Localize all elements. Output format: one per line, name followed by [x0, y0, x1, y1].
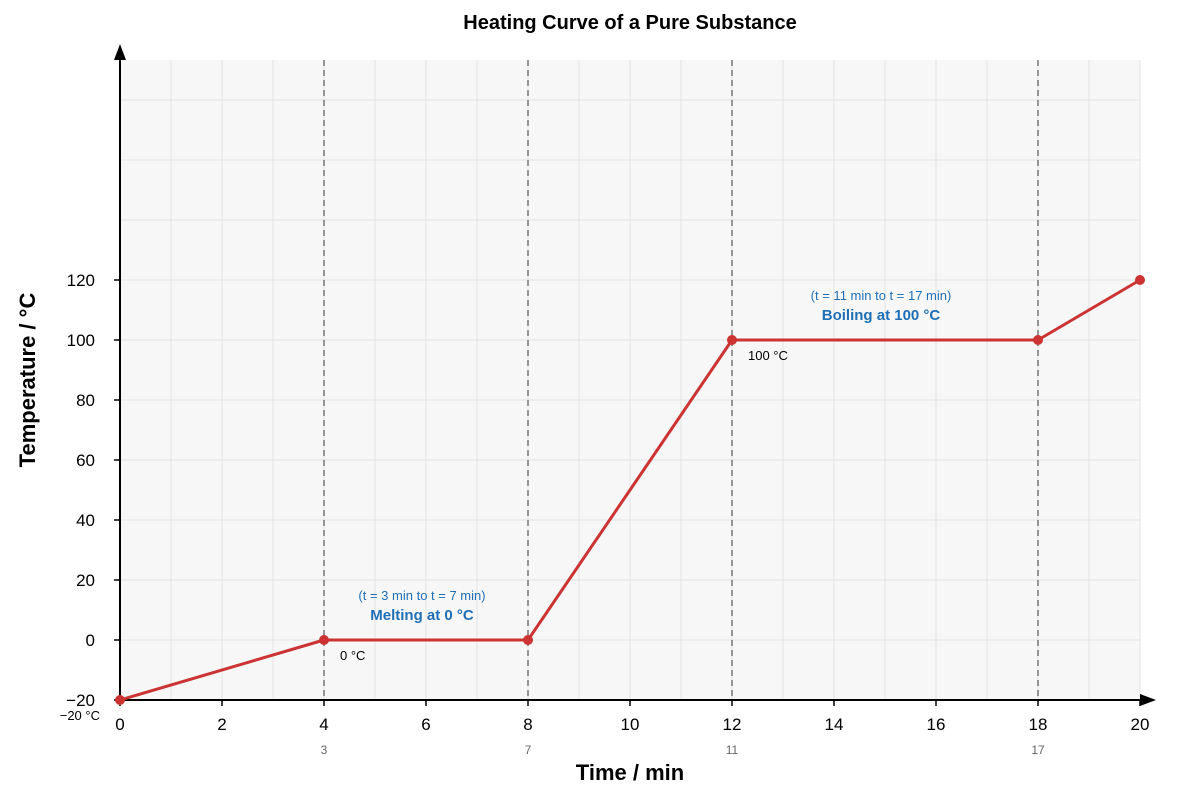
chart-title: Heating Curve of a Pure Substance [463, 12, 796, 34]
x-tick-label: 6 [421, 715, 430, 734]
grid-lines [119, 60, 1141, 701]
x-tick-label: 10 [621, 715, 640, 734]
y-axis-title: Temperature / °C [15, 293, 40, 468]
x-tick-label: 0 [115, 715, 124, 734]
y-axis-arrow [114, 44, 126, 60]
data-point [1033, 335, 1043, 345]
x-tick-label: 4 [319, 715, 328, 734]
x-axis-arrow [1140, 694, 1156, 706]
x-tick-label: 12 [723, 715, 742, 734]
annotation-subtext: (t = 3 min to t = 7 min) [358, 588, 485, 603]
y-tick-label: 0 [86, 631, 95, 650]
data-point [727, 335, 737, 345]
y-tick-label: 20 [76, 571, 95, 590]
x-tick-label: 16 [927, 715, 946, 734]
x-marker-sublabel: 17 [1031, 743, 1045, 757]
point-label: 100 °C [748, 348, 788, 363]
annotation-main-text: Melting at 0 °C [370, 607, 474, 624]
data-point [115, 695, 125, 705]
y-tick-label: 100 [67, 331, 95, 350]
annotation-main-text: Boiling at 100 °C [822, 307, 941, 324]
y-tick-label: 120 [67, 271, 95, 290]
x-tick-label: 8 [523, 715, 532, 734]
point-label: 0 °C [340, 648, 365, 663]
x-marker-sublabel: 7 [525, 743, 532, 757]
x-tick-label: 14 [825, 715, 844, 734]
x-tick-label: 18 [1029, 715, 1048, 734]
x-axis-title: Time / min [576, 760, 684, 785]
x-tick-label: 2 [217, 715, 226, 734]
y-tick-label: 40 [76, 511, 95, 530]
x-tick-label: 20 [1131, 715, 1150, 734]
data-point [1135, 275, 1145, 285]
y-tick-label: 60 [76, 451, 95, 470]
y-tick-label: 80 [76, 391, 95, 410]
data-point [319, 635, 329, 645]
data-point [523, 635, 533, 645]
annotation-subtext: (t = 11 min to t = 17 min) [811, 288, 952, 303]
series-line [119, 278, 1141, 702]
x-marker-sublabel: 11 [726, 743, 739, 757]
point-label: −20 °C [60, 708, 100, 723]
x-marker-sublabel: 3 [321, 743, 328, 757]
y-tick-label: −20 [66, 691, 95, 710]
